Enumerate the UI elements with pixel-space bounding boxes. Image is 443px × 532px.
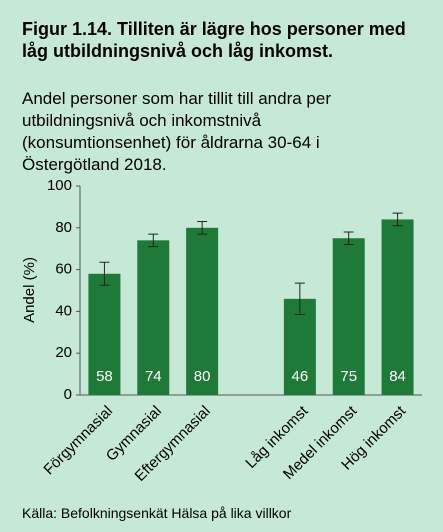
y-tick-label: 40 <box>55 302 72 319</box>
y-tick-label: 20 <box>55 344 72 361</box>
x-tick-label: Förgymnasial <box>40 403 116 479</box>
error-bar <box>294 282 305 316</box>
chart-subtitle: Andel personer som har tillit till andra… <box>22 89 331 174</box>
chart-title: Figur 1.14. Tilliten är lägre hos person… <box>22 19 406 61</box>
bar <box>332 238 365 395</box>
value-label: 74 <box>145 368 162 385</box>
y-axis-label: Andel (%) <box>21 257 38 323</box>
value-label: 58 <box>96 368 113 385</box>
error-bar <box>197 221 208 235</box>
error-bar <box>99 261 110 286</box>
bar <box>186 227 219 395</box>
error-bar <box>343 231 354 246</box>
bar <box>381 219 414 395</box>
value-label: 80 <box>194 368 211 385</box>
error-bar <box>148 233 159 248</box>
chart: Andel (%) 020406080100Förgymnasial58Gymn… <box>21 177 422 485</box>
value-label: 46 <box>292 368 309 385</box>
bar <box>88 273 121 395</box>
bar <box>137 240 170 395</box>
error-bar <box>392 212 403 227</box>
y-tick-label: 0 <box>64 386 72 403</box>
y-tick-label: 60 <box>55 261 72 278</box>
value-label: 84 <box>389 368 406 385</box>
y-tick-label: 100 <box>47 177 72 194</box>
value-label: 75 <box>340 368 357 385</box>
y-tick-label: 80 <box>55 219 72 236</box>
source: Källa: Befolkningsenkät Hälsa på lika vi… <box>22 505 292 521</box>
